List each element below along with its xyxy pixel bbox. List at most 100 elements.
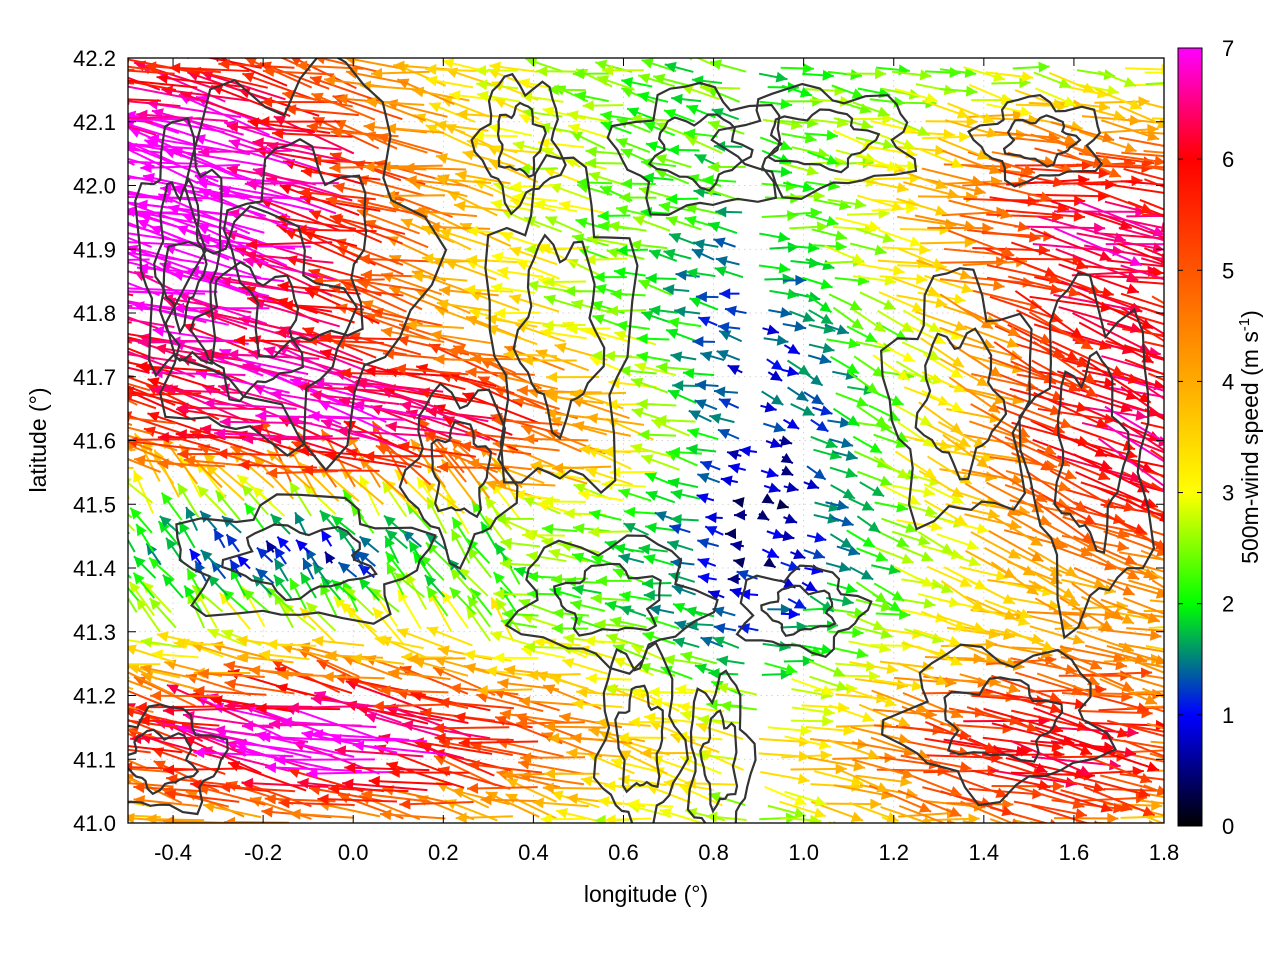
wind-vector (783, 513, 798, 524)
wind-vector (1036, 448, 1111, 481)
wind-vector (984, 599, 1032, 619)
wind-vector (590, 593, 629, 605)
wind-vector (129, 507, 153, 534)
wind-vector (379, 685, 449, 697)
wind-vector (363, 450, 443, 462)
wind-vector (465, 366, 535, 378)
colorbar-title: 500m-wind speed (m s-1) (1236, 310, 1263, 564)
colorbar-tick-label: 7 (1222, 36, 1234, 61)
wind-vector (551, 622, 589, 634)
wind-vector (1052, 708, 1130, 738)
wind-vector (715, 206, 743, 218)
wind-vector (763, 422, 786, 433)
wind-vector (852, 101, 890, 117)
wind-vector (619, 590, 653, 602)
wind-vector (848, 497, 875, 512)
wind-vector (853, 355, 885, 378)
wind-vector (968, 787, 1044, 800)
wind-vector (437, 461, 509, 473)
wind-vector (566, 110, 609, 123)
wind-vector (542, 495, 586, 507)
wind-vector (467, 782, 538, 794)
wind-vector (717, 428, 740, 440)
wind-vector (128, 596, 138, 613)
wind-vector (458, 737, 539, 749)
wind-vector (154, 343, 243, 362)
wind-vector (853, 625, 893, 640)
wind-vector (901, 341, 942, 361)
colorbar-tick-label: 3 (1222, 481, 1234, 506)
wind-vector (986, 481, 1045, 514)
wind-vector (438, 697, 514, 710)
wind-vector (896, 544, 934, 562)
wind-vector (1039, 519, 1099, 553)
wind-vector (940, 580, 985, 612)
wind-vector (496, 738, 564, 758)
wind-vector (503, 349, 558, 361)
wind-vector (494, 513, 535, 525)
wind-vector (128, 426, 153, 435)
wind-vector (687, 427, 719, 441)
wind-vector (718, 329, 743, 343)
wind-vector (542, 782, 602, 794)
y-tick-label: 41.3 (73, 620, 116, 645)
wind-vector (132, 571, 156, 599)
colorbar: 0 1 2 3 4 5 6 7 500m-wind speed (m s-1) (1177, 36, 1263, 839)
wind-vector (856, 547, 889, 562)
wind-vector (1030, 684, 1107, 696)
wind-vector (540, 813, 587, 823)
wind-vector (704, 525, 724, 537)
wind-vector (128, 767, 172, 774)
wind-vector-field (128, 58, 1164, 823)
wind-vector (576, 686, 629, 698)
wind-vector (825, 561, 852, 573)
wind-vector (1074, 792, 1148, 804)
wind-vector (857, 178, 909, 193)
wind-vector (469, 587, 493, 616)
wind-vector (128, 679, 153, 691)
wind-vector (380, 326, 445, 343)
wind-vector (943, 566, 987, 590)
wind-vector (200, 549, 220, 569)
wind-vector (610, 288, 646, 300)
wind-vector (1150, 449, 1164, 461)
wind-vector (780, 608, 800, 620)
wind-vector (1104, 372, 1164, 392)
wind-vector (809, 675, 849, 692)
wind-vector (1097, 437, 1164, 491)
wind-vector (416, 476, 444, 515)
wind-vector (849, 566, 874, 581)
wind-vector (803, 391, 824, 406)
wind-vector (1142, 687, 1164, 699)
wind-vector (787, 386, 809, 402)
wind-vector (312, 562, 330, 585)
wind-vector (786, 359, 811, 377)
wind-vector (813, 770, 864, 787)
wind-vector (574, 90, 609, 103)
wind-vector (619, 605, 647, 618)
wind-vector (566, 747, 623, 759)
wind-vector (829, 533, 854, 549)
wind-vector (330, 514, 356, 536)
wind-vector (1073, 774, 1151, 799)
wind-vector (811, 240, 847, 252)
wind-vector (713, 386, 739, 398)
wind-vector (273, 546, 287, 565)
wind-vector (358, 577, 380, 602)
wind-vector (893, 403, 933, 427)
wind-vector (836, 545, 861, 556)
wind-vector (782, 320, 807, 332)
wind-vector (851, 821, 859, 823)
wind-vector (330, 733, 427, 745)
wind-vector (702, 186, 740, 201)
wind-vector (781, 365, 800, 377)
wind-vector (756, 509, 770, 521)
wind-vector (160, 492, 183, 521)
wind-vector (764, 273, 794, 285)
wind-vector (943, 305, 999, 326)
wind-vector (1118, 105, 1164, 129)
wind-vector (539, 327, 587, 340)
wind-vector (851, 758, 915, 780)
wind-vector (1149, 752, 1164, 759)
wind-vector (521, 354, 577, 366)
